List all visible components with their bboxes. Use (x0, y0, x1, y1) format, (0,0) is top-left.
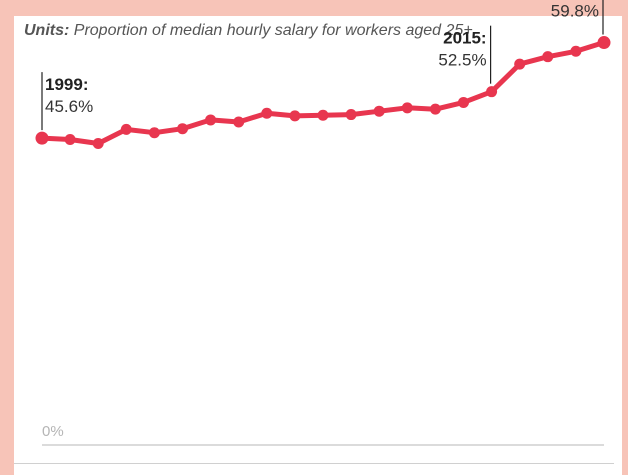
units-caption: Units: Proportion of median hourly salar… (24, 22, 473, 40)
data-point-2019 (597, 36, 611, 50)
data-point-2001 (92, 137, 104, 149)
data-point-2004 (177, 123, 188, 135)
card-bottom-rule (14, 463, 614, 464)
data-point-2010 (345, 109, 357, 121)
data-point-2000 (64, 133, 76, 145)
data-point-2016 (514, 58, 526, 70)
units-label: Units: (24, 22, 70, 39)
data-point-2013 (429, 103, 441, 115)
data-point-2009 (317, 109, 329, 121)
data-point-2011 (373, 105, 385, 117)
y-tick-label-0: 0% (42, 423, 64, 440)
data-point-2002 (120, 123, 132, 135)
data-point-2007 (261, 107, 273, 119)
annotation-value-2015: 52.5% (438, 51, 486, 70)
data-point-2012 (401, 102, 413, 114)
annotation-year-1999: 1999: (45, 75, 88, 94)
data-point-2006 (233, 116, 245, 128)
data-point-2008 (289, 110, 301, 122)
units-text: Proportion of median hourly salary for w… (73, 22, 473, 39)
data-point-2014 (458, 96, 469, 108)
data-point-1999 (35, 131, 49, 145)
annotation-value-2019: 59.8% (551, 2, 599, 21)
annotation-value-1999: 45.6% (45, 97, 93, 116)
annotation-year-2015: 2015: (443, 29, 486, 48)
data-point-2005 (205, 114, 217, 126)
data-point-2015 (486, 86, 498, 98)
data-point-2003 (148, 127, 160, 139)
chart-card (14, 16, 622, 475)
data-point-2018 (570, 45, 582, 57)
data-point-2017 (542, 51, 554, 63)
